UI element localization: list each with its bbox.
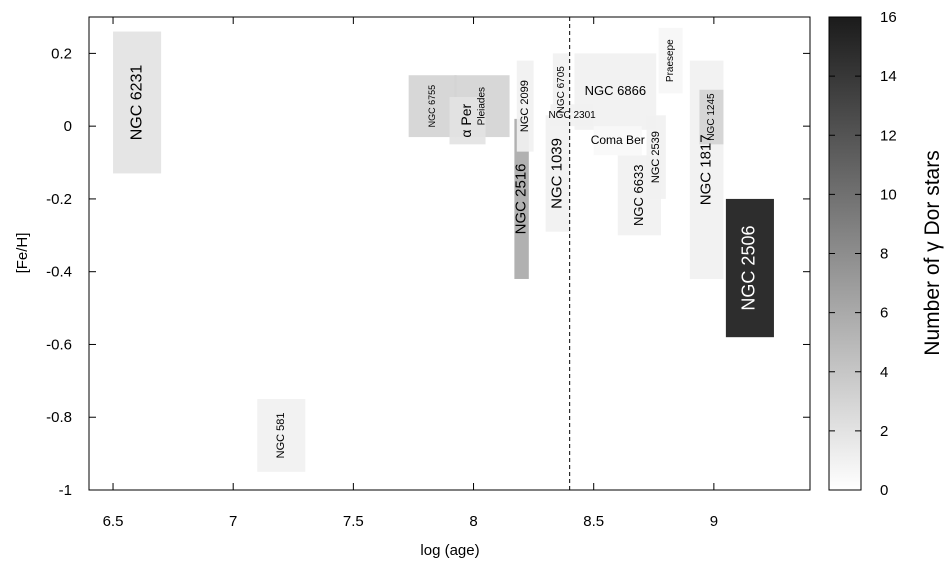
colorbar: 0 2 4 6 8 10 12 14 16 Number of γ Dor stars bbox=[828, 9, 944, 499]
colorbar-tick-label: 6 bbox=[880, 305, 888, 322]
cluster-label: NGC 1245 bbox=[706, 93, 717, 141]
x-tick-label: 8.5 bbox=[583, 513, 604, 530]
cluster-label: NGC 6866 bbox=[585, 83, 646, 98]
y-tick-label: -0.2 bbox=[46, 191, 72, 208]
colorbar-label: Number of γ Dor stars bbox=[921, 150, 944, 355]
cluster-box bbox=[408, 75, 457, 138]
cluster-box bbox=[593, 126, 642, 156]
y-tick-label: -0.6 bbox=[46, 336, 72, 353]
cluster-box bbox=[699, 89, 724, 145]
y-axis: 0.2 0 -0.2 -0.4 -0.6 -0.8 -1 bbox=[46, 45, 810, 499]
cluster-label: NGC 6755 bbox=[427, 85, 437, 128]
cluster-label: Coma Ber bbox=[591, 133, 645, 147]
colorbar-tick-label: 16 bbox=[880, 9, 897, 26]
cluster-label: NGC 6231 bbox=[128, 65, 145, 141]
y-tick-label: -0.4 bbox=[46, 264, 72, 281]
cluster-box bbox=[516, 60, 534, 152]
cluster-label: α Per bbox=[458, 103, 474, 137]
colorbar-tick-label: 0 bbox=[880, 482, 888, 499]
y-tick-label: 0 bbox=[64, 118, 72, 135]
y-tick-label: -1 bbox=[59, 482, 72, 499]
cluster-box bbox=[646, 115, 666, 199]
x-tick-label: 9 bbox=[710, 513, 718, 530]
cluster-label: NGC 1817 bbox=[698, 134, 715, 205]
colorbar-tick-label: 12 bbox=[880, 127, 897, 144]
colorbar-tick-label: 4 bbox=[880, 364, 888, 381]
cluster-box bbox=[514, 118, 529, 279]
colorbar-tick-label: 8 bbox=[880, 246, 888, 263]
colorbar-ticks: 0 2 4 6 8 10 12 14 16 bbox=[829, 9, 897, 499]
cluster-box bbox=[449, 97, 486, 145]
colorbar-tick-label: 14 bbox=[880, 68, 897, 85]
cluster-label: Pleiades bbox=[477, 87, 488, 125]
x-tick-label: 8 bbox=[469, 513, 477, 530]
cluster-box bbox=[113, 31, 162, 174]
x-tick-label: 6.5 bbox=[103, 513, 124, 530]
cluster-label: NGC 2539 bbox=[650, 131, 662, 183]
cluster-box bbox=[257, 399, 306, 472]
cluster-label: NGC 2506 bbox=[739, 226, 759, 311]
cluster-box bbox=[658, 27, 683, 94]
cluster-label: NGC 6705 bbox=[556, 66, 567, 114]
y-tick-label: 0.2 bbox=[51, 45, 72, 62]
x-tick-label: 7.5 bbox=[343, 513, 364, 530]
cluster-label: NGC 2099 bbox=[519, 80, 531, 132]
plot-area: NGC 6231 NGC 581 NGC 6755 α Per Pleiades NGC … bbox=[46, 16, 811, 530]
cluster-box bbox=[545, 115, 570, 232]
y-tick-label: -0.8 bbox=[46, 409, 72, 426]
cluster-label: NGC 2516 bbox=[513, 163, 530, 234]
cluster-box bbox=[550, 104, 594, 127]
cluster-boxes: NGC 6231 NGC 581 NGC 6755 α Per Pleiades NGC … bbox=[113, 27, 774, 472]
cluster-label: Praesepe bbox=[665, 39, 676, 82]
y-axis-label: [Fe/H] bbox=[14, 233, 31, 274]
x-tick-label: 7 bbox=[229, 513, 237, 530]
cluster-box bbox=[725, 198, 774, 338]
colorbar-tick-label: 10 bbox=[880, 186, 897, 203]
colorbar-tick-label: 2 bbox=[880, 423, 888, 440]
plot-frame bbox=[88, 16, 811, 491]
cluster-label: NGC 1039 bbox=[549, 138, 566, 209]
x-axis: 6.5 7 7.5 8 8.5 9 bbox=[103, 17, 718, 530]
x-axis-label: log (age) bbox=[420, 542, 479, 559]
cluster-label: NGC 6633 bbox=[631, 165, 646, 226]
cluster-label: NGC 581 bbox=[275, 412, 287, 458]
cluster-label: NGC 2301 bbox=[548, 110, 596, 121]
